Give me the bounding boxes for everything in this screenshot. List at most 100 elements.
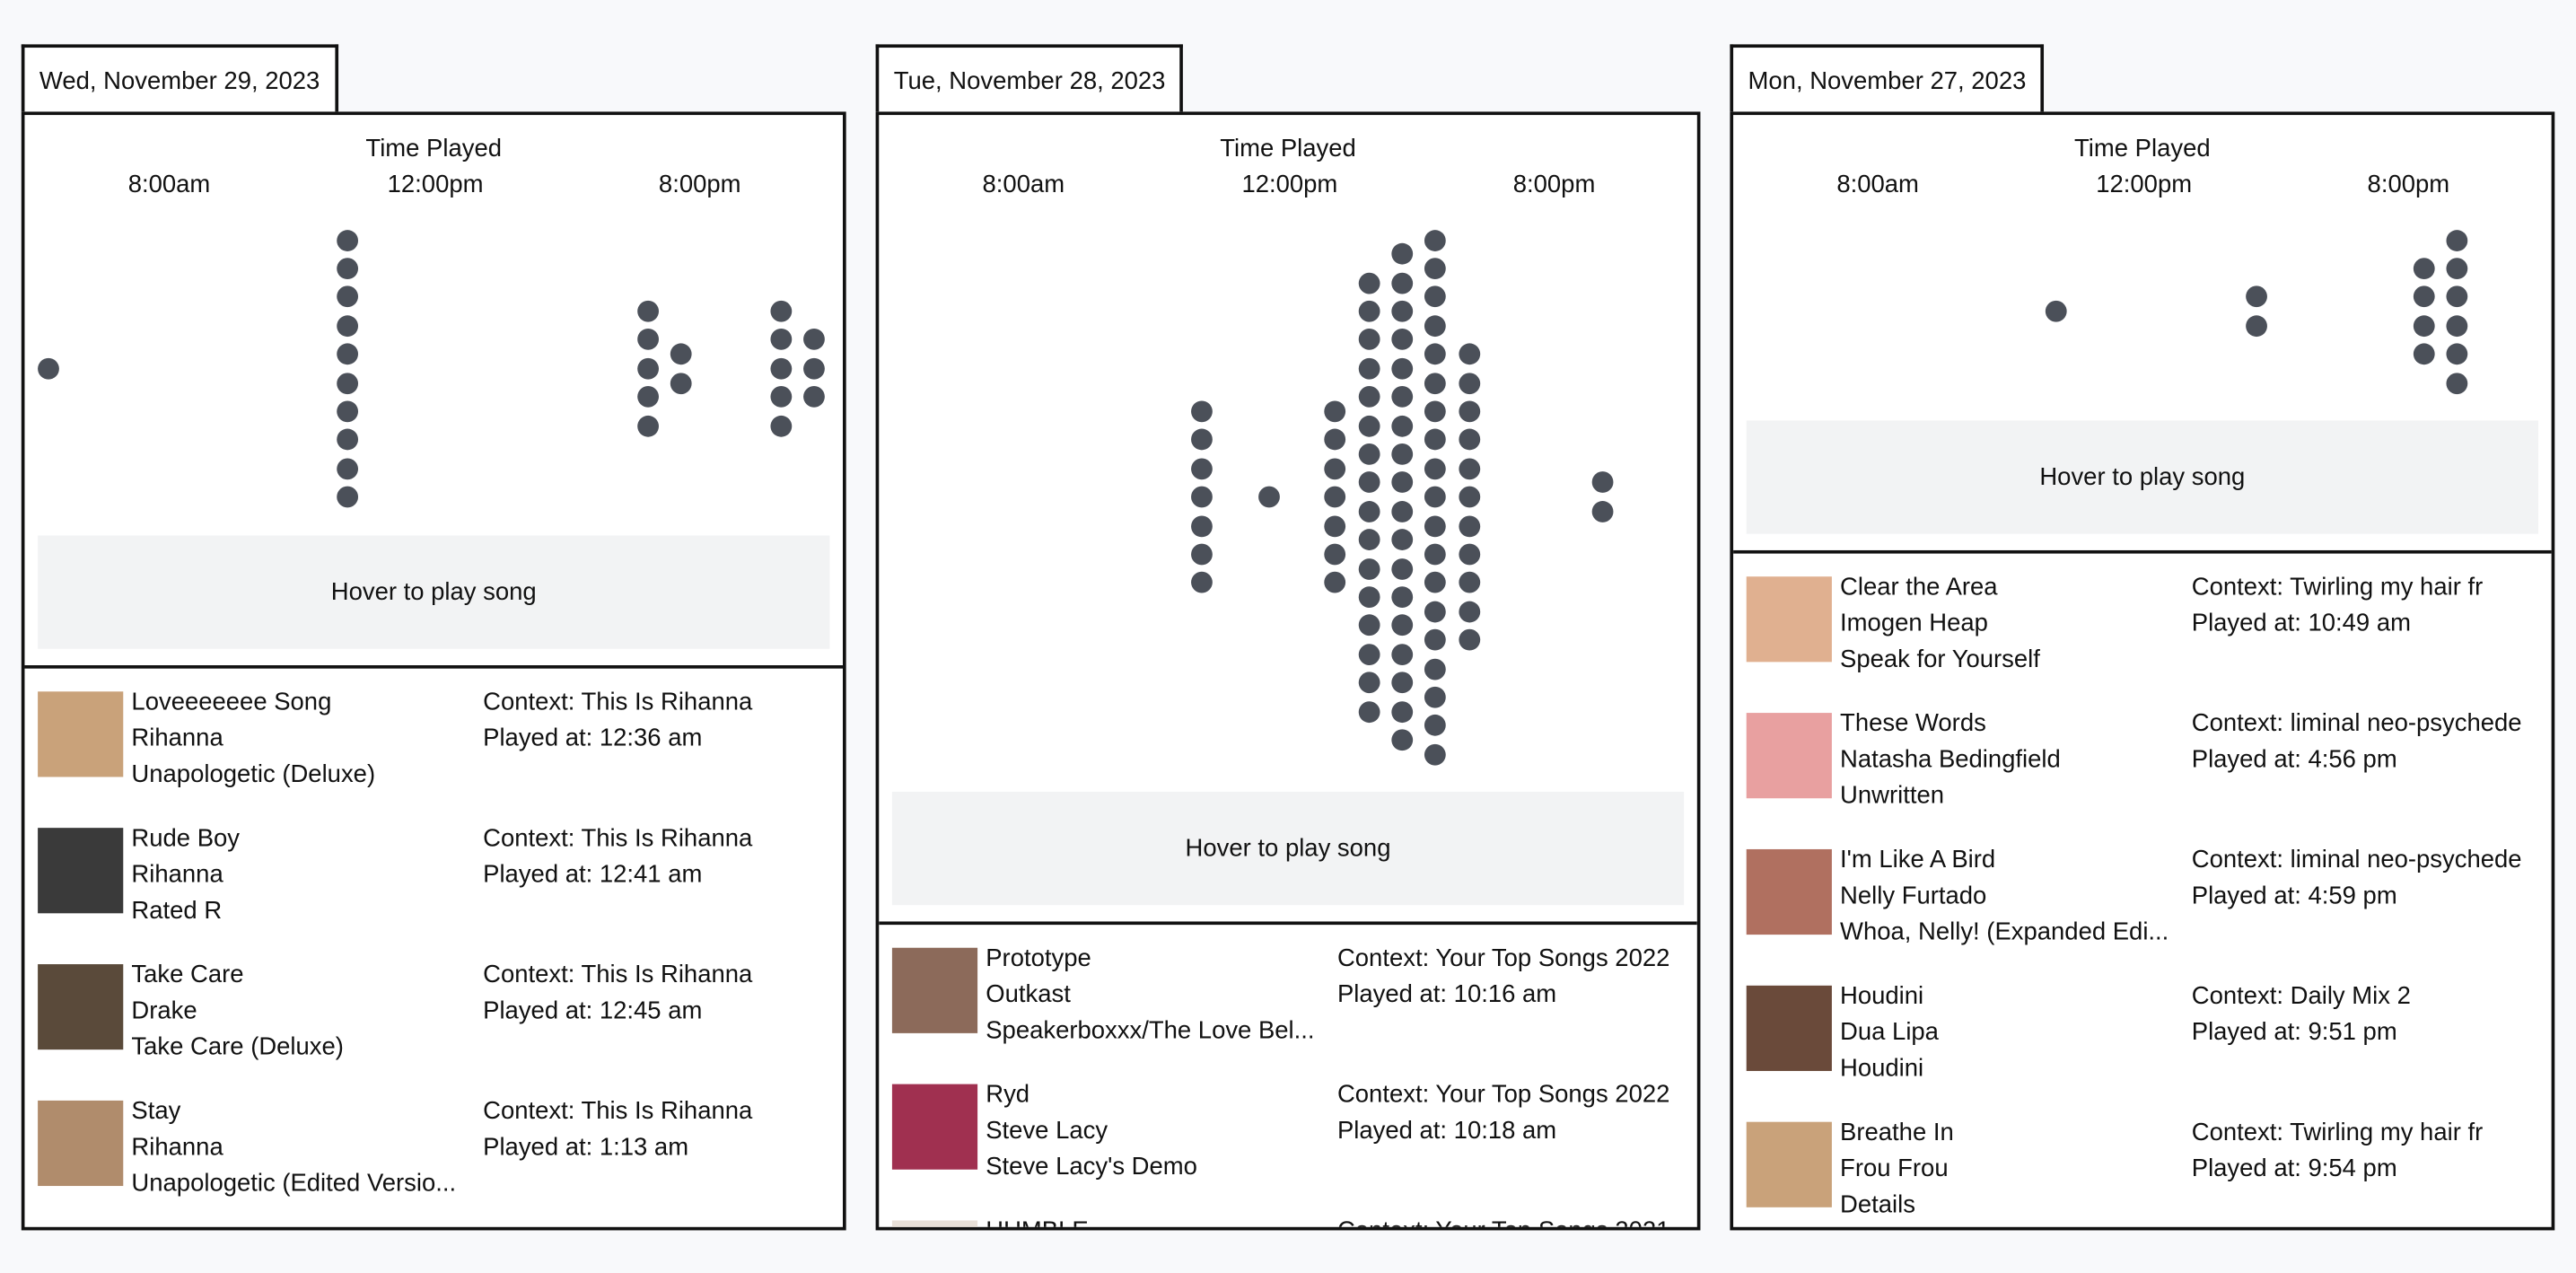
play-dot bbox=[1391, 300, 1414, 322]
song-artist: Outkast bbox=[986, 980, 1071, 1009]
song-title[interactable]: Houdini bbox=[1840, 982, 1924, 1011]
play-dot bbox=[1391, 529, 1414, 551]
album-art[interactable] bbox=[891, 1084, 978, 1171]
hover-to-play[interactable]: Hover to play song bbox=[1746, 420, 2538, 534]
album-art[interactable] bbox=[891, 1220, 978, 1227]
song-title[interactable]: Stay bbox=[131, 1096, 181, 1125]
played-at: Played at: 12:36 am bbox=[483, 724, 703, 752]
play-dot bbox=[636, 329, 659, 351]
divider bbox=[1733, 549, 2552, 554]
song-title[interactable]: Ryd bbox=[986, 1081, 1030, 1110]
play-dot bbox=[1458, 543, 1480, 566]
play-dot bbox=[2412, 314, 2434, 337]
play-dot bbox=[2446, 343, 2467, 365]
album-art[interactable] bbox=[1746, 985, 1832, 1071]
play-dot bbox=[2046, 300, 2067, 322]
play-dot bbox=[337, 258, 359, 279]
song-artist: Rihanna bbox=[131, 724, 223, 752]
album-art[interactable] bbox=[38, 1100, 124, 1186]
song-artist: Dua Lipa bbox=[1840, 1018, 1939, 1047]
album-art[interactable] bbox=[38, 690, 124, 777]
song-title[interactable]: Breathe In bbox=[1840, 1119, 1954, 1147]
song-artist: Frou Frou bbox=[1840, 1154, 1949, 1183]
axis-label: 8:00am bbox=[982, 171, 1065, 199]
song-context: Context: liminal neo-psychede bbox=[2191, 709, 2522, 738]
album-art[interactable] bbox=[1746, 713, 1832, 799]
album-art[interactable] bbox=[38, 827, 124, 913]
album-art[interactable] bbox=[1746, 576, 1832, 663]
play-dot bbox=[1424, 514, 1447, 537]
play-dot bbox=[1191, 543, 1214, 566]
album-art[interactable] bbox=[1746, 1121, 1832, 1207]
play-dot bbox=[1391, 329, 1414, 351]
day-panel: Time Played 8:00am 12:00pm 8:00pm Hover to p… bbox=[1730, 111, 2555, 1231]
song-artist: Steve Lacy bbox=[986, 1117, 1108, 1146]
song-title[interactable]: Clear the Area bbox=[1840, 573, 1998, 601]
song-title[interactable]: These Words bbox=[1840, 709, 1986, 738]
play-dot bbox=[670, 372, 692, 394]
played-at: Played at: 1:13 am bbox=[483, 1132, 689, 1161]
date-tab: Tue, November 28, 2023 bbox=[875, 44, 1184, 112]
album-art[interactable] bbox=[38, 963, 124, 1049]
album-art[interactable] bbox=[891, 948, 978, 1034]
play-dot bbox=[1358, 357, 1380, 380]
play-dot bbox=[2446, 258, 2467, 279]
play-dot bbox=[770, 415, 793, 436]
play-dot bbox=[1424, 285, 1447, 308]
song-context: Context: Twirling my hair fr bbox=[2191, 573, 2484, 601]
play-dot bbox=[1391, 471, 1414, 494]
play-dot bbox=[1358, 615, 1380, 636]
play-dot bbox=[1424, 400, 1447, 423]
play-dot bbox=[1424, 258, 1447, 279]
song-context: Context: Your Top Songs 2022 bbox=[1336, 1081, 1670, 1110]
date-tab: Wed, November 29, 2023 bbox=[21, 44, 338, 112]
play-dot bbox=[1358, 415, 1380, 436]
play-dot bbox=[1325, 429, 1346, 451]
play-dot bbox=[1358, 386, 1380, 408]
song-title[interactable]: Take Care bbox=[131, 960, 244, 988]
song-context: Context: Your Top Songs 2022 bbox=[1336, 944, 1670, 973]
play-dot bbox=[2446, 285, 2467, 308]
play-dot bbox=[2412, 285, 2434, 308]
album-art[interactable] bbox=[1746, 848, 1832, 935]
play-dot bbox=[337, 400, 359, 423]
play-dot bbox=[1424, 657, 1447, 680]
played-at: Played at: 9:51 pm bbox=[2191, 1018, 2397, 1047]
play-dot bbox=[636, 300, 659, 322]
play-dot bbox=[1391, 615, 1414, 636]
chart-title: Time Played bbox=[365, 135, 503, 163]
axis-label: 8:00pm bbox=[1512, 171, 1596, 199]
song-title[interactable]: I'm Like A Bird bbox=[1840, 846, 1996, 874]
play-dot bbox=[1424, 715, 1447, 737]
song-artist: Natasha Bedingfield bbox=[1840, 745, 2061, 774]
play-dot bbox=[1358, 329, 1380, 351]
song-title[interactable]: HUMBLE. bbox=[986, 1217, 1339, 1227]
hover-to-play[interactable]: Hover to play song bbox=[891, 792, 1685, 906]
axis-label: 12:00pm bbox=[2096, 171, 2193, 199]
song-title[interactable]: Loveeeeeee Song bbox=[131, 687, 332, 716]
axis-label: 8:00pm bbox=[658, 171, 741, 199]
play-dot bbox=[1391, 700, 1414, 723]
play-dot bbox=[1358, 643, 1380, 665]
play-dot bbox=[1591, 500, 1614, 522]
song-title[interactable]: Rude Boy bbox=[131, 823, 241, 852]
play-dot bbox=[1391, 500, 1414, 522]
song-title[interactable]: Prototype bbox=[986, 944, 1091, 973]
song-album: Rated R bbox=[131, 896, 223, 925]
hover-to-play[interactable]: Hover to play song bbox=[38, 534, 830, 648]
play-dot bbox=[1424, 628, 1447, 651]
play-dot bbox=[1391, 357, 1414, 380]
play-dot bbox=[1458, 429, 1480, 451]
play-dot bbox=[1424, 343, 1447, 365]
song-context: Context: Daily Mix 2 bbox=[2191, 982, 2411, 1011]
play-dot bbox=[2446, 229, 2467, 251]
axis-label: 8:00am bbox=[127, 171, 211, 199]
song-context: Context: Twirling my hair fr bbox=[2191, 1119, 2484, 1147]
play-dot bbox=[337, 229, 359, 251]
play-dot bbox=[1391, 386, 1414, 408]
play-dot bbox=[1591, 471, 1614, 494]
axis-label: 8:00am bbox=[1836, 171, 1919, 199]
play-dot bbox=[1458, 514, 1480, 537]
